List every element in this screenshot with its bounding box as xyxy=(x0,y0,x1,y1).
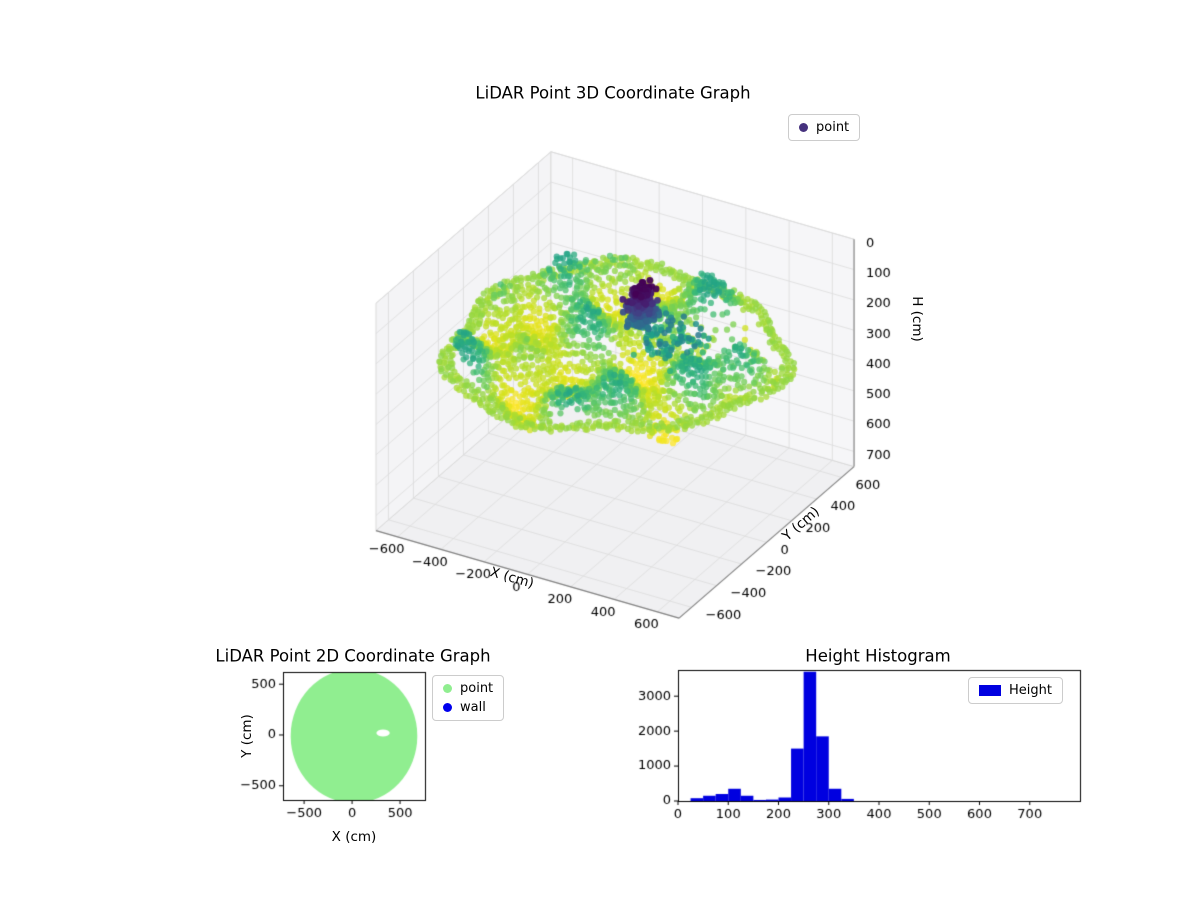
plot3d-legend-label: point xyxy=(816,120,850,135)
plot2d-xaxis-label: X (cm) xyxy=(331,829,377,845)
point-marker-icon xyxy=(799,123,808,132)
point-marker-icon xyxy=(443,684,452,693)
histogram-legend: Height xyxy=(968,677,1063,704)
plot2d-legend-row-point: point xyxy=(443,681,493,696)
plot3d-zaxis-label: H (cm) xyxy=(909,296,925,342)
histogram-title: Height Histogram xyxy=(805,646,951,666)
plot2d-yaxis-label: Y (cm) xyxy=(239,714,255,758)
height-swatch-icon xyxy=(979,685,1001,696)
plot2d-legend: point wall xyxy=(432,675,505,721)
plot3d-legend: point xyxy=(788,114,861,141)
plot2d-title: LiDAR Point 2D Coordinate Graph xyxy=(215,646,491,666)
wall-marker-icon xyxy=(443,703,452,712)
plot3d-legend-row: point xyxy=(799,120,849,135)
histogram-legend-label: Height xyxy=(1009,683,1052,698)
plot2d-legend-label-point: point xyxy=(460,681,494,696)
plot2d-legend-label-wall: wall xyxy=(460,700,486,715)
histogram-legend-row: Height xyxy=(979,683,1052,698)
plot3d-title: LiDAR Point 3D Coordinate Graph xyxy=(475,83,751,103)
plot2d-legend-row-wall: wall xyxy=(443,700,493,715)
